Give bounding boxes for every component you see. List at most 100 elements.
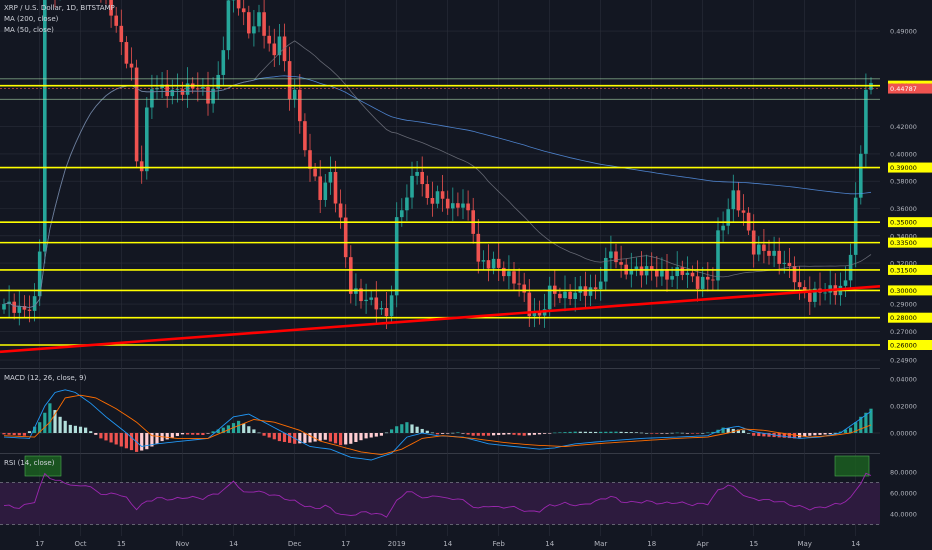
candle-body [777,250,781,264]
candle-body [502,267,506,277]
macd-histogram-bar [573,431,577,433]
x-tick-label: 2019 [388,540,406,548]
candle-body [349,257,353,294]
candle-body [634,266,639,270]
macd-histogram-bar [752,433,756,436]
macd-histogram-bar [838,431,842,433]
macd-histogram-bar [578,431,582,433]
candle-body [124,42,129,64]
candle-body [808,292,812,302]
candle-body [456,203,460,208]
macd-histogram-bar [201,433,205,436]
macd-histogram-bar [109,433,113,443]
candle-body [420,171,424,185]
y-tick-label: 0.40000 [890,150,917,158]
x-tick-label: Dec [288,540,302,548]
candle-body [660,269,664,277]
macd-histogram-bar [318,433,322,441]
macd-histogram-bar [129,433,134,451]
macd-histogram-bar [537,433,542,435]
candle-body [303,121,307,151]
macd-histogram-bar [17,433,21,436]
macd-histogram-bar [588,431,593,433]
macd-histogram-bar [660,433,664,434]
candle-body [675,267,679,277]
candle-body [379,308,384,310]
macd-histogram-bar [823,433,827,435]
candle-body [716,230,720,281]
candle-body [558,293,562,299]
macd-histogram-bar [298,433,302,444]
x-tick-label: Apr [697,540,709,548]
macd-histogram-bar [731,428,735,433]
macd-line [3,389,872,461]
candle-body [476,233,481,262]
macd-histogram-bar [466,433,470,435]
macd-histogram-bar [53,410,57,433]
candle-body [27,309,32,311]
candle-body [848,254,853,281]
macd-histogram-bar [237,420,241,433]
macd-histogram-bar [165,433,169,440]
macd-histogram-bar [303,433,307,443]
macd-histogram-bar [558,432,562,433]
candle-body [298,89,302,122]
rsi-y-tick-label: 40.0000 [890,511,917,519]
candle-body [598,281,603,290]
candle-body [609,251,613,258]
macd-histogram-bar [492,433,496,436]
candle-body [226,0,231,51]
candle-body [859,153,863,198]
macd-histogram-bar [777,433,781,438]
x-tick-label: Oct [74,540,86,548]
candle-body [119,25,124,43]
candle-body [374,297,379,310]
macd-histogram-bar [833,432,837,434]
candle-body [236,0,241,9]
macd-histogram-bar [374,433,378,437]
macd-histogram-bar [339,433,343,446]
macd-y-tick-label: 0.04000 [890,376,917,384]
y-tick-label: 0.36000 [890,205,917,213]
candle-body [165,84,169,97]
macd-histogram-bar [104,433,108,441]
macd-histogram-bar [2,433,6,435]
macd-histogram-bar [323,433,327,440]
candle-body [384,308,389,317]
x-tick-label: Nov [176,540,190,548]
macd-histogram-bar [757,433,761,437]
candle-body [262,12,266,36]
macd-histogram-bar [267,433,271,438]
macd-histogram-bar [379,433,383,436]
macd-histogram-bar [461,433,465,434]
macd-histogram-bar [206,433,210,434]
macd-histogram-bar [869,408,873,433]
macd-histogram-bar [655,433,659,434]
macd-histogram-bar [119,433,123,447]
macd-histogram-bar [696,433,700,434]
macd-legend: MACD (12, 26, close, 9) [4,374,87,382]
candle-body [843,280,848,286]
macd-histogram-bar [599,431,603,433]
candle-body [37,251,42,297]
macd-histogram-bar [43,412,47,433]
candle-body [430,198,435,204]
candle-body [415,171,419,176]
macd-histogram-bar [420,428,424,433]
macd-histogram-bar [690,433,695,434]
candle-body [731,190,736,210]
macd-histogram-bar [619,431,623,433]
macd-histogram-bar [63,420,67,433]
macd-histogram-bar [308,433,312,443]
x-tick-label: 18 [647,540,656,548]
macd-histogram-bar [645,433,649,434]
macd-histogram-bar [277,433,281,442]
candle-body [864,89,868,154]
candle-body [527,292,532,317]
macd-histogram-bar [808,433,812,436]
candle-body [517,283,521,285]
candle-body [400,210,404,218]
support-level-tag [888,312,932,323]
x-tick-label: 17 [341,540,350,548]
